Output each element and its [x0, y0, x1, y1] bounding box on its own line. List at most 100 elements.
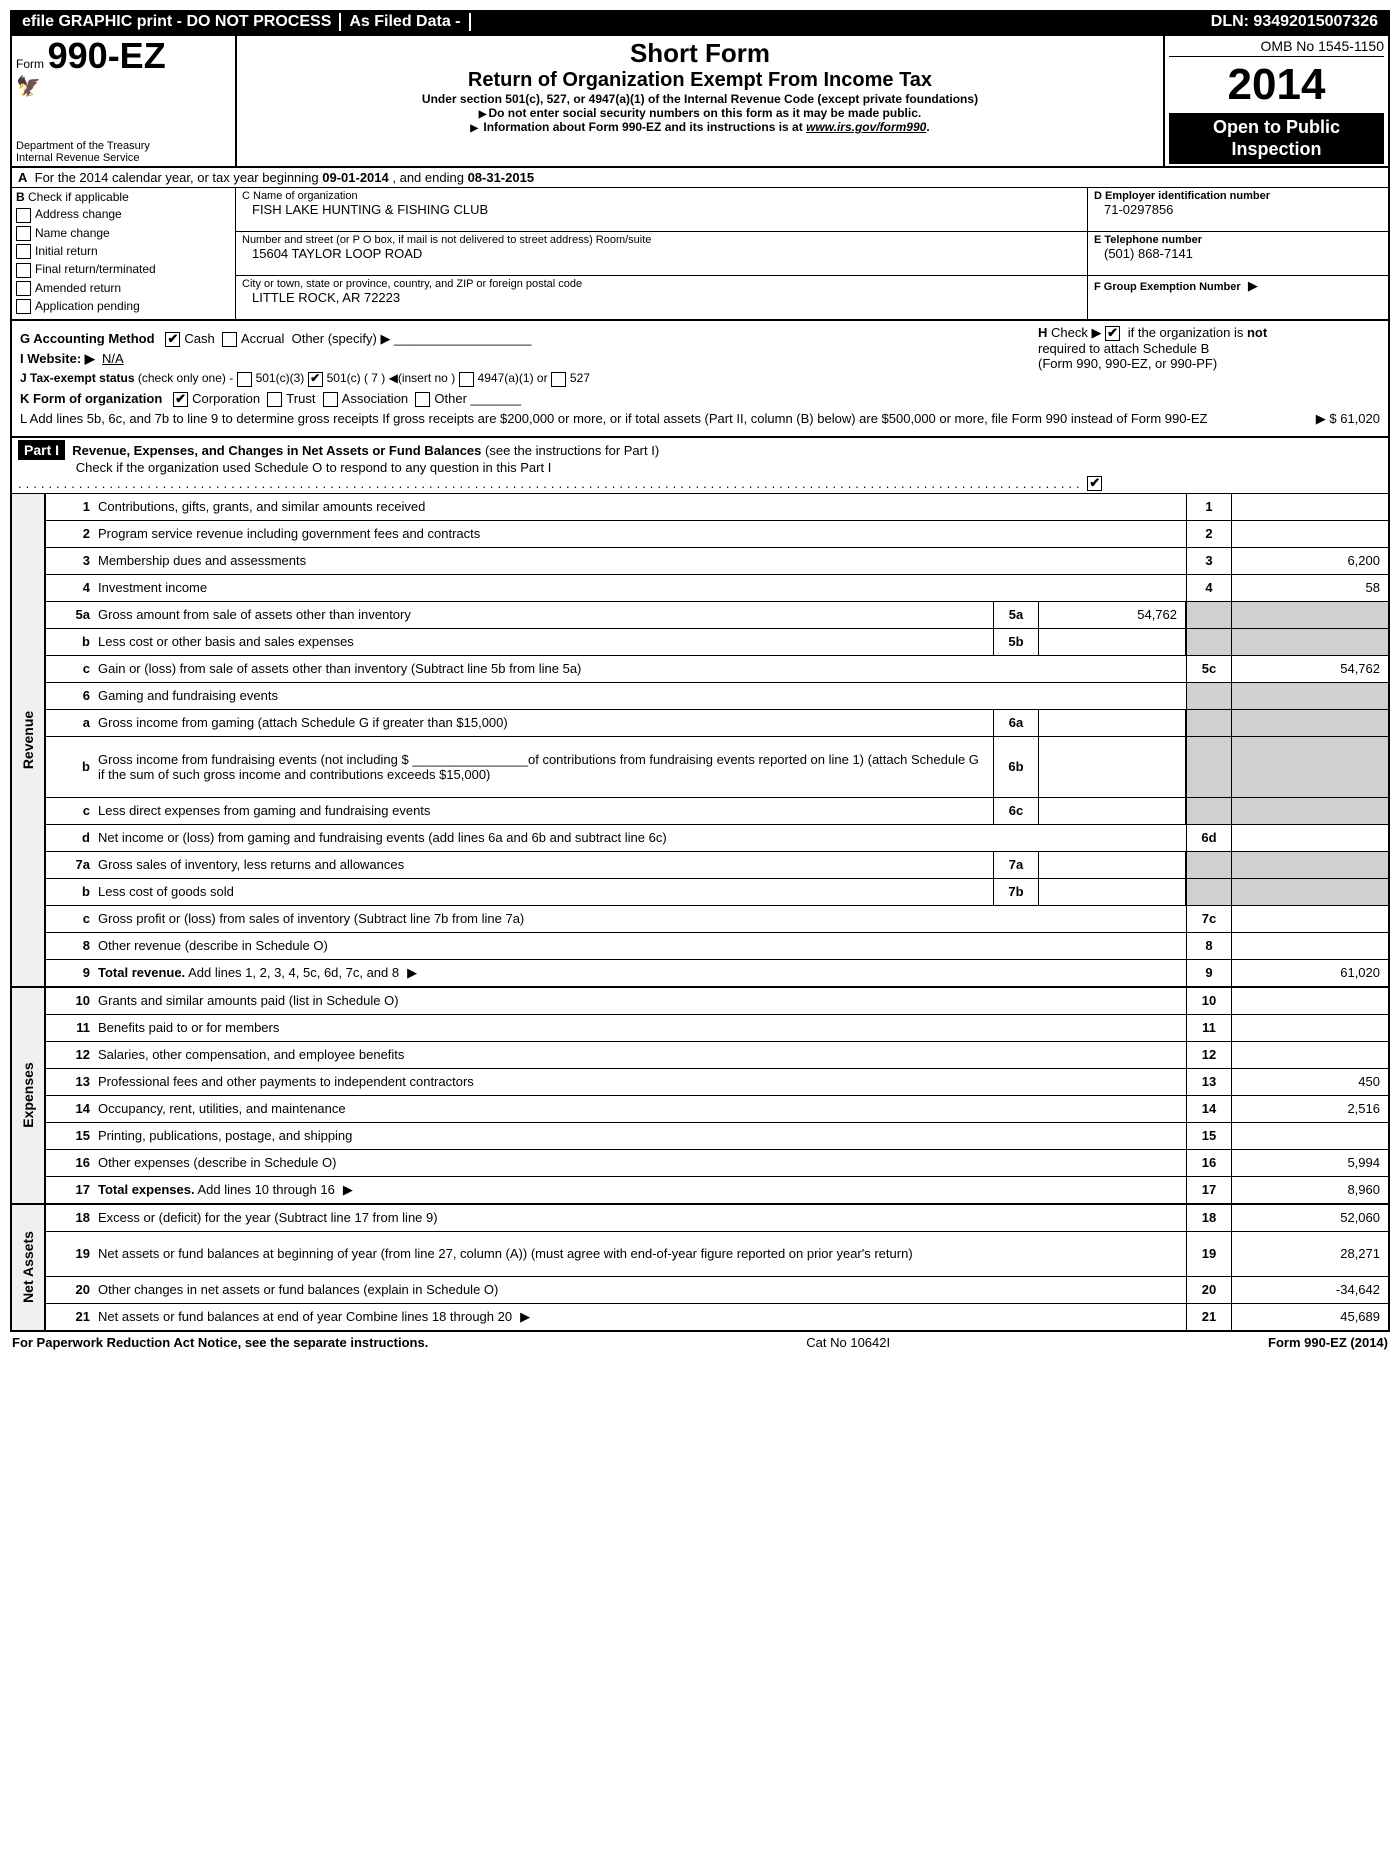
line-desc: Salaries, other compensation, and employ…: [94, 1045, 1186, 1064]
line-desc: Professional fees and other payments to …: [94, 1072, 1186, 1091]
line-rval: 8,960: [1232, 1177, 1388, 1203]
line-rval: -34,642: [1232, 1277, 1388, 1303]
section-b-checkboxes: B Check if applicable Address change Nam…: [12, 188, 236, 319]
form-container: Form 990-EZ 🦅 Department of the Treasury…: [10, 34, 1390, 1332]
form-header: Form 990-EZ 🦅 Department of the Treasury…: [12, 36, 1388, 168]
line-desc: Total revenue. Add lines 1, 2, 3, 4, 5c,…: [94, 963, 1186, 983]
row-k: K Form of organization ✔Corporation Trus…: [20, 391, 1380, 407]
line-num: b: [46, 882, 94, 901]
chk-cash[interactable]: ✔: [165, 332, 180, 347]
chk-initial-return[interactable]: [16, 244, 31, 259]
line-subval: [1039, 710, 1186, 736]
chk-amended-return[interactable]: [16, 281, 31, 296]
chk-501c[interactable]: ✔: [308, 372, 323, 387]
row-a-tax-year: A For the 2014 calendar year, or tax yea…: [12, 168, 1388, 188]
line-rnum: [1186, 602, 1232, 628]
line-desc: Net assets or fund balances at beginning…: [94, 1244, 1186, 1263]
line-rnum: 15: [1186, 1123, 1232, 1149]
line-num: 2: [46, 524, 94, 543]
line-rnum: 19: [1186, 1232, 1232, 1276]
chk-527[interactable]: [551, 372, 566, 387]
gross-receipts: 61,020: [1340, 411, 1380, 426]
chk-other-org[interactable]: [415, 392, 430, 407]
line-row-20: 20Other changes in net assets or fund ba…: [46, 1277, 1388, 1304]
ein: 71-0297856: [1094, 202, 1382, 217]
line-rnum: [1186, 798, 1232, 824]
line-row-7a: 7aGross sales of inventory, less returns…: [46, 852, 1388, 879]
irs-link[interactable]: www.irs.gov/form990: [806, 120, 926, 134]
line-desc: Other revenue (describe in Schedule O): [94, 936, 1186, 955]
line-rnum: [1186, 629, 1232, 655]
line-row-c: cGain or (loss) from sale of assets othe…: [46, 656, 1388, 683]
line-num: 13: [46, 1072, 94, 1091]
line-row-15: 15Printing, publications, postage, and s…: [46, 1123, 1388, 1150]
line-rval: [1232, 933, 1388, 959]
section-c-org-info: C Name of organization FISH LAKE HUNTING…: [236, 188, 1088, 319]
line-rnum: [1186, 879, 1232, 905]
line-rval: 28,271: [1232, 1232, 1388, 1276]
chk-4947[interactable]: [459, 372, 474, 387]
line-rval: [1232, 494, 1388, 520]
line-rval: [1232, 906, 1388, 932]
line-subval: [1039, 629, 1186, 655]
chk-association[interactable]: [323, 392, 338, 407]
line-rnum: 5c: [1186, 656, 1232, 682]
section-d-e-f: D Employer identification number 71-0297…: [1088, 188, 1388, 319]
line-rval: 45,689: [1232, 1304, 1388, 1330]
chk-trust[interactable]: [267, 392, 282, 407]
line-num: 9: [46, 963, 94, 982]
line-rnum: 4: [1186, 575, 1232, 601]
chk-final-return[interactable]: [16, 263, 31, 278]
line-desc: Net income or (loss) from gaming and fun…: [94, 828, 1186, 847]
chk-address-change[interactable]: [16, 208, 31, 223]
line-subnum: 7a: [993, 852, 1039, 878]
section-h: H Check ▶ ✔ if the organization is not r…: [1038, 325, 1378, 371]
line-rval: 61,020: [1232, 960, 1388, 986]
line-rnum: 6d: [1186, 825, 1232, 851]
line-desc: Occupancy, rent, utilities, and maintena…: [94, 1099, 1186, 1118]
line-num: b: [46, 757, 94, 776]
line-desc: Gross amount from sale of assets other t…: [94, 605, 993, 624]
line-row-9: 9Total revenue. Add lines 1, 2, 3, 4, 5c…: [46, 960, 1388, 986]
line-row-11: 11Benefits paid to or for members11: [46, 1015, 1388, 1042]
line-row-18: 18Excess or (deficit) for the year (Subt…: [46, 1205, 1388, 1232]
chk-name-change[interactable]: [16, 226, 31, 241]
line-row-12: 12Salaries, other compensation, and empl…: [46, 1042, 1388, 1069]
line-desc: Less cost or other basis and sales expen…: [94, 632, 993, 651]
as-filed: As Filed Data -: [341, 13, 470, 31]
chk-schedule-o[interactable]: ✔: [1087, 476, 1102, 491]
expenses-label: Expenses: [12, 988, 46, 1203]
line-rnum: 11: [1186, 1015, 1232, 1041]
chk-schedule-b[interactable]: ✔: [1105, 326, 1120, 341]
chk-501c3[interactable]: [237, 372, 252, 387]
line-num: 16: [46, 1153, 94, 1172]
line-row-1: 1Contributions, gifts, grants, and simil…: [46, 494, 1388, 521]
line-rval: [1232, 798, 1388, 824]
chk-application-pending[interactable]: [16, 299, 31, 314]
line-row-6: 6Gaming and fundraising events: [46, 683, 1388, 710]
line-desc: Gross profit or (loss) from sales of inv…: [94, 909, 1186, 928]
line-desc: Gross sales of inventory, less returns a…: [94, 855, 993, 874]
note-ssn: Do not enter social security numbers on …: [243, 106, 1157, 120]
line-row-21: 21Net assets or fund balances at end of …: [46, 1304, 1388, 1330]
line-subnum: 7b: [993, 879, 1039, 905]
line-num: c: [46, 801, 94, 820]
line-row-4: 4Investment income458: [46, 575, 1388, 602]
line-subnum: 6a: [993, 710, 1039, 736]
subtitle: Under section 501(c), 527, or 4947(a)(1)…: [243, 92, 1157, 106]
line-rval: 450: [1232, 1069, 1388, 1095]
line-desc: Investment income: [94, 578, 1186, 597]
note-info: Information about Form 990-EZ and its in…: [243, 120, 1157, 134]
omb-number: OMB No 1545-1150: [1169, 38, 1384, 57]
line-desc: Total expenses. Add lines 10 through 16▶: [94, 1180, 1186, 1200]
line-desc: Program service revenue including govern…: [94, 524, 1186, 543]
revenue-section: Revenue 1Contributions, gifts, grants, a…: [12, 494, 1388, 988]
line-rval: 6,200: [1232, 548, 1388, 574]
line-rnum: 2: [1186, 521, 1232, 547]
chk-accrual[interactable]: [222, 332, 237, 347]
line-subnum: 5a: [993, 602, 1039, 628]
chk-corporation[interactable]: ✔: [173, 392, 188, 407]
line-rval: [1232, 1123, 1388, 1149]
line-row-16: 16Other expenses (describe in Schedule O…: [46, 1150, 1388, 1177]
line-rnum: 18: [1186, 1205, 1232, 1231]
